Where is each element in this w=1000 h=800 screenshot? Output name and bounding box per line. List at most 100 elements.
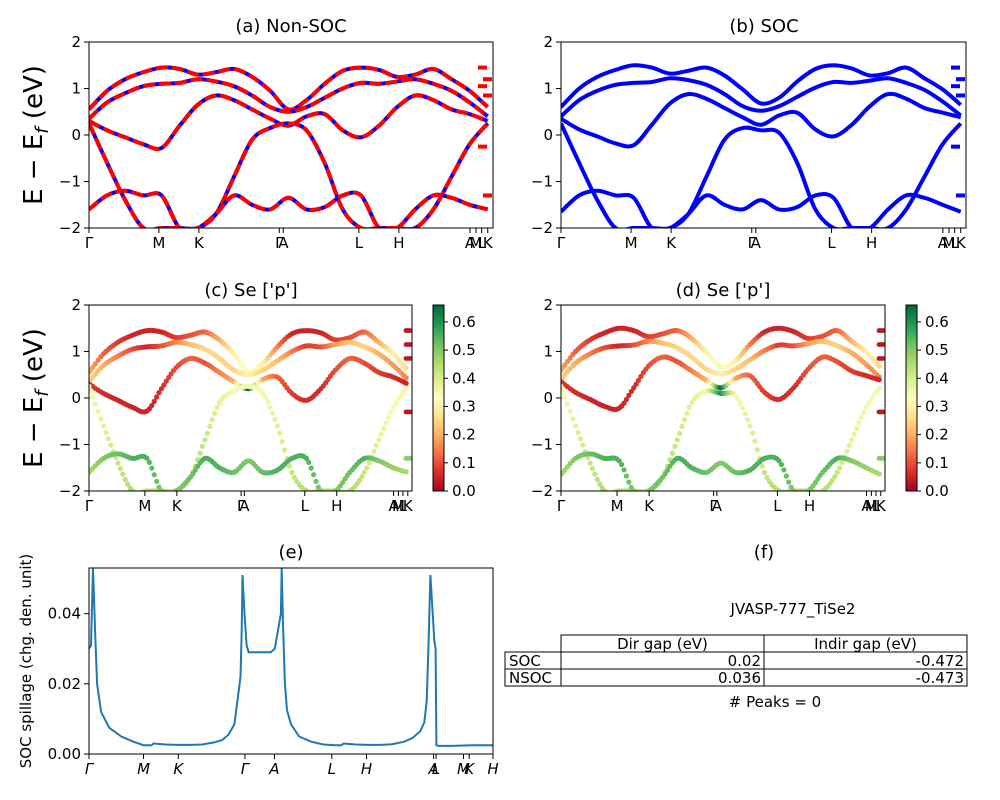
table-header-cell: Dir gap (eV) [617,635,708,653]
panel-b-ytick-label: −1 [531,173,553,191]
panel-c-xtick-label: A [239,497,250,515]
panel-c-flat-point [407,356,412,361]
panel-d-colorbar-tick-label: 0.6 [925,313,949,331]
panel-b-ytick-label: −2 [531,219,553,237]
panel-a-band-2-nsoc [89,77,489,121]
panel-c-point [274,423,280,429]
panel-c-point [265,399,271,405]
panel-d-point [589,466,596,472]
panel-c-colorbar: 0.0 0.1 0.2 0.3 0.4 0.5 0.6 [432,304,476,500]
panel-c-point [163,378,169,384]
panel-d-colorbar-tick-label: 0.1 [925,454,949,472]
panel-d-point [577,436,584,442]
panel-c-flat-point [407,328,412,333]
panel-b-title: (b) SOC [729,16,798,37]
panel-d-point [747,423,753,429]
table-header-cell: Indir gap (eV) [814,635,917,653]
panel-c-point [197,450,203,456]
panel-b-band-4 [561,122,963,228]
panel-d-point [572,423,579,429]
panel-a-xtick-label: A [465,234,476,252]
panel-d-point [849,437,855,443]
panel-c-ytick-label: 2 [71,296,81,314]
panel-c-point [207,423,213,430]
panel-d-point [876,385,882,392]
panel-e-data [89,568,493,747]
panel-a-frame [88,41,494,229]
panel-d-colorbar-tick-label: 0.4 [925,369,949,387]
panel-c-colorbar-tick-label: 0.0 [452,482,476,500]
panel-a-ylabel: E − Ef (eV) [19,65,53,205]
panel-c-point [151,398,157,404]
panel-d-point [635,377,642,383]
panel-d-point [561,388,566,394]
panel-d-point [684,410,690,416]
panel-e-xtick-label: H [361,760,372,778]
panel-c-point [308,465,314,471]
panel-a-xtick-label: H [393,234,404,252]
panel-c-point [318,488,324,491]
panel-d-point [628,388,634,395]
table-cell: -0.473 [916,669,964,687]
panel-c-point [199,443,206,449]
panel-a-title: (a) Non-SOC [235,16,346,37]
panel-c-flat-point [407,342,412,347]
panel-d-point [626,479,632,485]
panel-c-point [364,465,370,471]
panel-d-colorbar-bar [905,304,918,492]
panel-c-flat-point [407,456,412,461]
panel-c-point [149,402,155,409]
panel-d-point [677,430,683,436]
panel-e-xtick-label: A [268,760,279,778]
panel-d-colorbar: 0.0 0.1 0.2 0.3 0.4 0.5 0.6 [905,304,949,500]
panel-d-point [744,417,751,423]
panel-c-point [340,480,346,486]
panel-c-xtick-label: K [172,497,183,515]
panel-d-point [592,471,598,477]
panel-d-colorbar-tick-label: 0.0 [925,482,949,500]
panel-e-xtick-label: K [173,760,184,778]
panel-d-point [778,461,785,468]
panel-d-xtick-label: L [872,497,881,515]
table-cell: 0.036 [718,669,761,687]
panel-d-point [674,437,680,443]
panel-c-point [272,416,278,422]
panel-d-point [844,448,850,454]
panel-c-xtick-label: L [301,497,310,515]
panel-e-ylabel: SOC spillage (chg. den. unit) [17,554,35,769]
panel-c-point [393,400,399,406]
panel-d-point [876,471,882,477]
panel-d-point [802,490,805,491]
panel-c-point [313,478,319,484]
panel-c-point [371,448,377,454]
panel-c-colorbar-tick-label: 0.5 [452,341,476,359]
panel-c-point [270,410,276,416]
panel-d-point [631,385,637,391]
panel-c-point [359,473,365,480]
panel-c-point [164,491,169,496]
panel-b-xtick-label: M [625,234,638,252]
panel-d-point [837,465,843,471]
panel-c-point [92,361,98,367]
panel-c-point [89,383,92,389]
panel-c-point [306,459,312,465]
panel-b-band-1 [561,63,963,109]
panel-c-point [356,477,363,483]
panel-c-point [103,429,109,435]
panel-c-point [146,459,152,465]
panel-c-point [376,437,382,443]
panel-c-colorbar-bar [432,304,445,492]
panel-d-xtick-label: H [804,497,815,515]
panel-c-xtick-label: M [138,497,151,515]
panel-d-point [876,363,882,369]
panel-d-point [638,491,643,496]
panel-c-point [154,394,160,400]
panel-d-point [861,409,867,415]
panel-e-frame [88,567,494,755]
panel-d-frame [560,304,886,492]
panel-b-xtick-label: H [866,234,877,252]
